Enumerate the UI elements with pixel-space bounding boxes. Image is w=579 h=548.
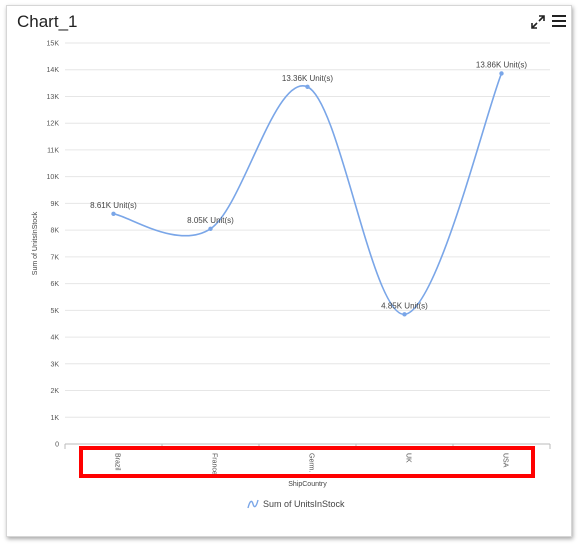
y-tick-label: 14K [47, 67, 60, 74]
x-axis-title: ShipCountry [288, 481, 327, 488]
y-tick-label: 6K [50, 281, 59, 288]
y-tick-label: 9K [50, 201, 59, 208]
y-tick-label: 1K [50, 415, 59, 422]
data-point [499, 71, 504, 76]
data-label: 8.61K Unit(s) [90, 201, 137, 210]
y-axis: 0 1K 2K 3K 4K 5K 6K 7K 8K 9K 10K 11K 12K 13K 14K 15K [47, 41, 60, 449]
y-tick-label: 0 [55, 442, 59, 449]
data-point [208, 226, 213, 231]
data-labels: 8.61K Unit(s) 8.05K Unit(s) 13.36K Unit(s)… [90, 60, 527, 310]
y-tick-label: 5K [50, 308, 59, 315]
y-tick-label: 7K [50, 254, 59, 261]
y-tick-label: 10K [47, 174, 60, 181]
data-label: 13.36K Unit(s) [282, 74, 333, 83]
data-point [111, 211, 116, 217]
data-label: 4.85K Unit(s) [381, 301, 428, 310]
x-tick-label: Germ. [308, 453, 315, 473]
y-tick-label: 8K [50, 228, 59, 235]
gridlines [65, 42, 550, 418]
data-point [402, 312, 407, 317]
hamburger-menu-icon[interactable] [550, 12, 568, 30]
x-tick-label: Brazil [114, 453, 121, 471]
x-tick-label: France [211, 453, 218, 475]
x-axis-highlight-box [79, 446, 535, 478]
chart-title: Chart_1 [17, 12, 78, 31]
data-label: 8.05K Unit(s) [187, 216, 234, 225]
data-point [305, 84, 310, 90]
y-axis-title: Sum of UnitsInStock [32, 211, 39, 275]
legend[interactable]: Sum of UnitsInStock [247, 499, 345, 509]
x-tick-label: USA [502, 453, 509, 468]
y-tick-label: 3K [50, 361, 59, 368]
y-tick-label: 2K [50, 388, 59, 395]
legend-item-label: Sum of UnitsInStock [263, 499, 345, 509]
y-tick-label: 11K [47, 147, 59, 154]
y-tick-label: 12K [47, 121, 60, 128]
expand-diagonal-icon[interactable] [530, 14, 546, 30]
series-line[interactable] [113, 73, 503, 316]
data-points [111, 71, 504, 317]
y-tick-label: 4K [50, 335, 59, 342]
y-tick-label: 15K [47, 41, 60, 48]
legend-line-icon [247, 499, 259, 509]
x-tick-label: UK [405, 453, 412, 463]
data-label: 13.86K Unit(s) [476, 60, 527, 69]
y-tick-label: 13K [47, 94, 60, 101]
